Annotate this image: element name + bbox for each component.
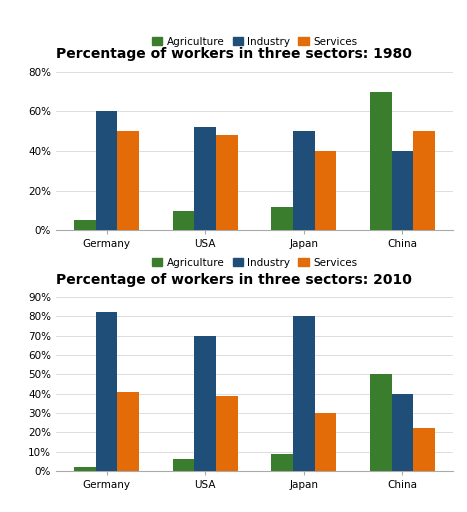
Bar [74,221,96,230]
Bar [413,429,435,471]
Bar [315,151,336,230]
Bar [391,151,413,230]
Bar [96,112,118,230]
Text: Percentage of workers in three sectors: 1980: Percentage of workers in three sectors: … [56,48,412,61]
Bar [271,454,293,471]
Legend: Agriculture, Industry, Services: Agriculture, Industry, Services [148,32,361,51]
Bar [194,336,216,471]
Bar [370,374,391,471]
Bar [194,127,216,230]
Bar [118,392,139,471]
Bar [413,131,435,230]
Bar [293,316,315,471]
Bar [96,312,118,471]
Legend: Agriculture, Industry, Services: Agriculture, Industry, Services [148,253,361,272]
Text: Percentage of workers in three sectors: 2010: Percentage of workers in three sectors: … [56,273,412,287]
Bar [74,467,96,471]
Bar [118,131,139,230]
Bar [315,413,336,471]
Bar [173,459,194,471]
Bar [173,210,194,230]
Bar [216,396,238,471]
Bar [293,131,315,230]
Bar [370,92,391,230]
Bar [391,394,413,471]
Bar [216,135,238,230]
Bar [271,206,293,230]
